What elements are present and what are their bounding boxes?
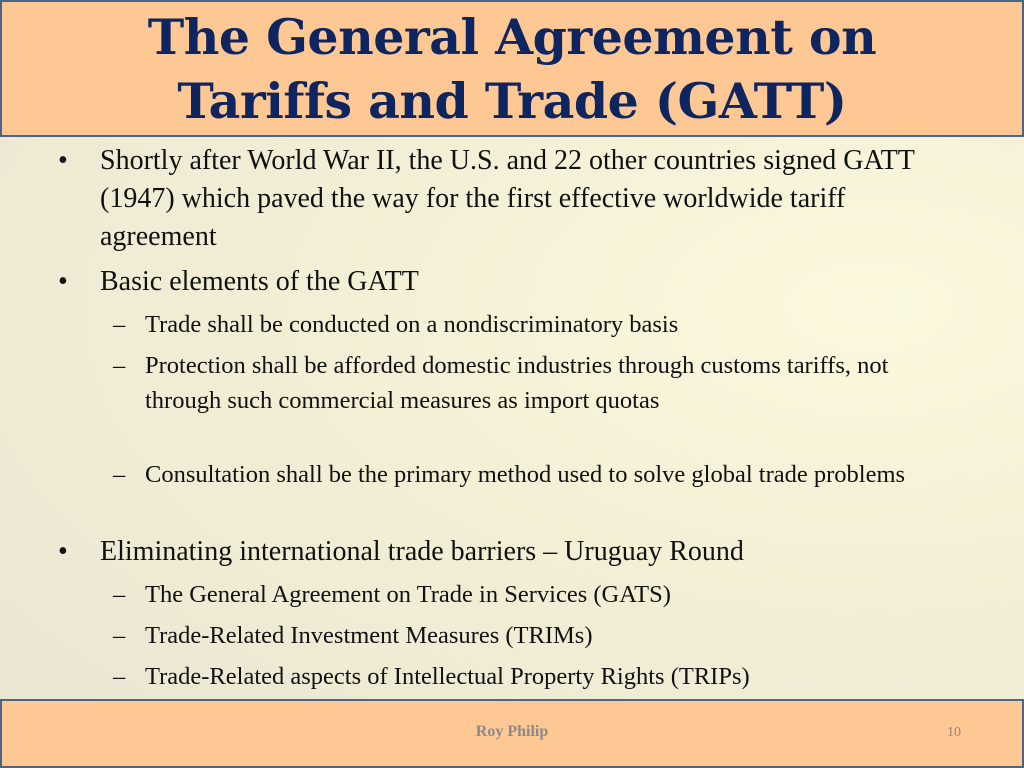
sub-bullet-item: – Trade-Related Investment Measures (TRI… <box>0 619 1010 654</box>
title-line-1: The General Agreement on <box>147 7 877 66</box>
dash-marker: – <box>113 663 126 690</box>
dash-marker: – <box>113 461 126 488</box>
bullet-item: • Shortly after World War II, the U.S. a… <box>0 142 930 256</box>
bullet-text: Basic elements of the GATT <box>100 266 419 297</box>
bullet-marker: • <box>58 266 68 297</box>
sub-bullet-item: – Consultation shall be the primary meth… <box>0 458 940 493</box>
sub-bullet-text: Trade-Related Investment Measures (TRIMs… <box>145 622 593 649</box>
slide-title: The General Agreement on Tariffs and Tra… <box>147 5 877 133</box>
bullet-marker: • <box>58 145 68 176</box>
bullet-item: • Basic elements of the GATT <box>0 263 1010 301</box>
dash-marker: – <box>113 352 126 379</box>
page-number: 10 <box>947 725 961 740</box>
footer-bar: Roy Philip 10 <box>0 699 1024 768</box>
sub-bullet-text: Consultation shall be the primary method… <box>145 461 906 488</box>
sub-bullet-text: Protection shall be afforded domestic in… <box>145 352 889 414</box>
title-line-2: Tariffs and Trade (GATT) <box>177 71 847 130</box>
sub-bullet-item: – Trade-Related aspects of Intellectual … <box>0 660 1010 695</box>
footer-author: Roy Philip <box>475 723 549 740</box>
sub-bullet-text: Trade-Related aspects of Intellectual Pr… <box>145 663 750 690</box>
dash-marker: – <box>113 581 126 608</box>
dash-marker: – <box>113 311 126 338</box>
bullet-text: Eliminating international trade barriers… <box>100 536 744 567</box>
sub-bullet-item: – The General Agreement on Trade in Serv… <box>0 578 1010 613</box>
sub-bullet-text: The General Agreement on Trade in Servic… <box>145 581 671 608</box>
bullet-marker: • <box>58 536 68 567</box>
bullet-text: Shortly after World War II, the U.S. and… <box>100 145 915 252</box>
sub-bullet-item: – Protection shall be afforded domestic … <box>0 349 890 418</box>
bullet-item: • Eliminating international trade barrie… <box>0 533 1010 571</box>
title-bar: The General Agreement on Tariffs and Tra… <box>0 0 1024 137</box>
sub-bullet-item: – Trade shall be conducted on a nondiscr… <box>0 308 1010 343</box>
sub-bullet-text: Trade shall be conducted on a nondiscrim… <box>145 311 679 338</box>
dash-marker: – <box>113 622 126 649</box>
